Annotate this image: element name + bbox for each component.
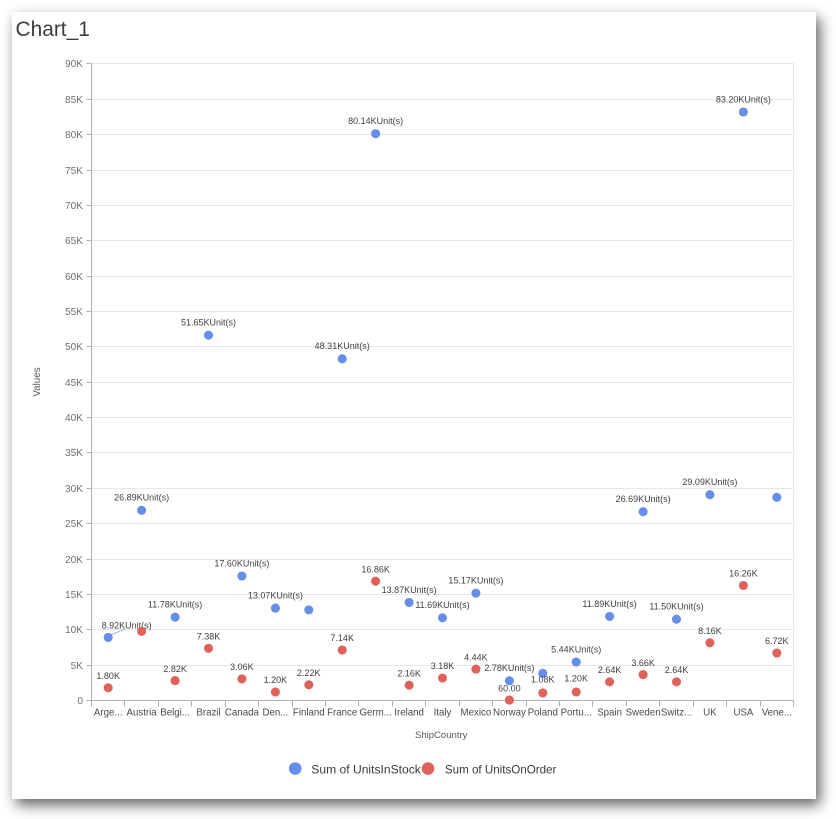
svg-text:Spain: Spain [597,707,622,718]
svg-text:90K: 90K [65,59,83,70]
svg-text:51.65KUnit(s): 51.65KUnit(s) [181,318,236,328]
svg-text:75K: 75K [65,166,83,177]
svg-text:8.92KUnit(s): 8.92KUnit(s) [102,620,152,630]
svg-text:3.66K: 3.66K [631,658,655,668]
svg-text:6.72K: 6.72K [765,636,789,646]
svg-text:65K: 65K [65,236,83,247]
svg-text:2.64K: 2.64K [598,665,622,675]
svg-text:Portu...: Portu... [561,707,592,718]
svg-text:48.31KUnit(s): 48.31KUnit(s) [315,341,370,351]
svg-text:5.44KUnit(s): 5.44KUnit(s) [551,644,601,654]
svg-text:7.38K: 7.38K [197,632,221,642]
svg-text:1.08K: 1.08K [531,674,555,684]
svg-text:80.14KUnit(s): 80.14KUnit(s) [348,116,403,126]
svg-text:10K: 10K [65,625,83,636]
svg-text:Vene...: Vene... [762,707,792,718]
svg-text:Germ...: Germ... [359,707,391,718]
svg-text:0: 0 [77,696,83,707]
svg-text:5K: 5K [71,661,84,672]
svg-text:13.87KUnit(s): 13.87KUnit(s) [382,585,437,595]
svg-text:USA: USA [733,707,753,718]
svg-text:Sweden: Sweden [626,707,661,718]
svg-text:20K: 20K [65,555,83,566]
svg-text:ShipCountry: ShipCountry [415,730,468,741]
svg-text:29.09KUnit(s): 29.09KUnit(s) [682,477,737,487]
svg-text:7.14K: 7.14K [330,633,354,643]
svg-text:2.64K: 2.64K [665,665,689,675]
svg-text:35K: 35K [65,448,83,459]
svg-text:50K: 50K [65,342,83,353]
svg-text:Austria: Austria [127,707,158,718]
svg-text:13.07KUnit(s): 13.07KUnit(s) [248,591,303,601]
svg-text:40K: 40K [65,413,83,424]
svg-text:85K: 85K [65,95,83,106]
svg-text:Norway: Norway [493,707,526,718]
svg-text:Values: Values [32,367,43,396]
svg-text:1.20K: 1.20K [264,675,288,685]
svg-text:Poland: Poland [528,707,558,718]
svg-text:2.22K: 2.22K [297,668,321,678]
svg-text:16.26K: 16.26K [729,569,758,579]
svg-text:17.60KUnit(s): 17.60KUnit(s) [214,558,269,568]
svg-text:26.89KUnit(s): 26.89KUnit(s) [114,493,169,503]
svg-text:11.89KUnit(s): 11.89KUnit(s) [582,599,636,609]
svg-text:1.80K: 1.80K [96,671,120,681]
svg-text:30K: 30K [65,484,83,495]
svg-text:3.06K: 3.06K [230,662,254,672]
svg-text:Arge...: Arge... [94,707,123,718]
svg-text:2.78KUnit(s): 2.78KUnit(s) [484,663,534,673]
svg-text:2.82K: 2.82K [163,664,187,674]
svg-text:Belgi...: Belgi... [160,707,190,718]
svg-text:11.78KUnit(s): 11.78KUnit(s) [148,600,202,610]
svg-text:11.50KUnit(s): 11.50KUnit(s) [649,602,703,612]
svg-text:3.18K: 3.18K [431,661,455,671]
svg-text:45K: 45K [65,378,83,389]
svg-text:70K: 70K [65,201,83,212]
svg-text:Sum of UnitsInStock: Sum of UnitsInStock [311,762,422,776]
svg-text:60.00: 60.00 [498,683,521,693]
svg-text:83.20KUnit(s): 83.20KUnit(s) [716,94,771,104]
svg-text:Italy: Italy [434,707,452,718]
svg-text:11.69KUnit(s): 11.69KUnit(s) [415,600,469,610]
svg-text:2.16K: 2.16K [397,668,421,678]
svg-text:Finland: Finland [293,707,325,718]
svg-text:Den...: Den... [262,707,288,718]
svg-text:8.16K: 8.16K [698,626,722,636]
svg-text:60K: 60K [65,272,83,283]
svg-text:Brazil: Brazil [196,707,220,718]
svg-text:UK: UK [703,707,717,718]
svg-text:25K: 25K [65,519,83,530]
svg-text:16.86K: 16.86K [361,564,390,574]
svg-text:France: France [327,707,357,718]
svg-text:Switz...: Switz... [661,707,692,718]
svg-text:15K: 15K [65,590,83,601]
svg-text:Sum of UnitsOnOrder: Sum of UnitsOnOrder [445,763,557,776]
svg-text:Canada: Canada [225,707,260,718]
svg-text:55K: 55K [65,307,83,318]
svg-text:Ireland: Ireland [394,707,424,718]
svg-text:Mexico: Mexico [461,707,492,718]
svg-text:1.20K: 1.20K [564,673,588,683]
svg-text:80K: 80K [65,130,83,141]
svg-text:26.69KUnit(s): 26.69KUnit(s) [616,494,671,504]
svg-text:4.44K: 4.44K [464,652,488,662]
svg-text:15.17KUnit(s): 15.17KUnit(s) [448,576,503,586]
